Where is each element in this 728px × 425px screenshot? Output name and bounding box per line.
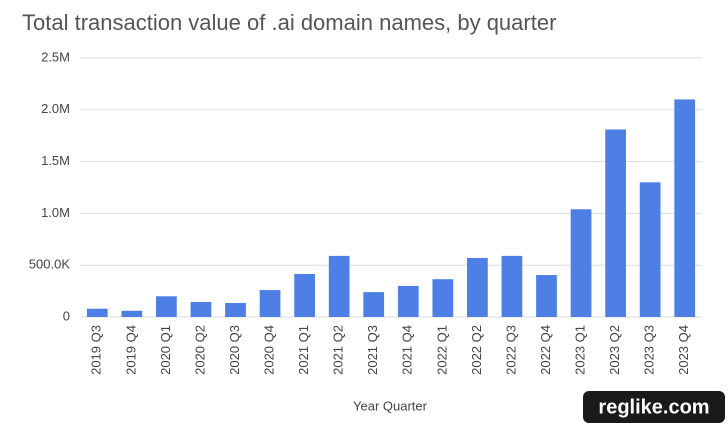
y-tick-label: 2.5M [41,49,70,64]
x-tick-label: 2023 Q3 [642,325,657,375]
x-tick-label: 2022 Q4 [538,325,553,375]
y-tick-label: 1.0M [41,205,70,220]
x-tick-label: 2023 Q1 [572,325,587,375]
bar [259,290,281,317]
x-tick-label: 2020 Q3 [227,325,242,375]
bar [328,255,350,317]
x-tick-label: 2021 Q4 [400,325,415,375]
x-tick-label: 2020 Q1 [158,325,173,375]
bar [363,292,385,317]
x-tick-label: 2019 Q4 [123,325,138,375]
watermark-box [583,391,725,423]
x-tick-label: 2020 Q2 [192,325,207,375]
x-tick-label: 2022 Q3 [503,325,518,375]
x-axis-label: Year Quarter [353,398,428,413]
bar [674,99,696,317]
bar [605,129,626,317]
chart-title: Total transaction value of .ai domain na… [22,10,556,35]
y-tick-label: 500.0K [29,257,71,272]
bar [294,274,315,317]
x-tick-label: 2020 Q4 [261,325,276,375]
bar [156,296,177,317]
x-tick-label: 2021 Q3 [365,325,380,375]
bar [190,301,212,317]
bar [570,209,592,317]
x-tick-label: 2023 Q4 [676,325,691,375]
bar [536,275,557,317]
x-tick-label: 2022 Q2 [469,325,484,375]
bar [397,285,419,317]
bar [121,310,143,317]
y-tick-label: 1.5M [41,153,70,168]
bar [501,255,523,317]
x-tick-label: 2021 Q2 [331,325,346,375]
y-tick-label: 0 [63,308,70,323]
bar [467,257,488,317]
bar [639,182,661,317]
x-tick-label: 2021 Q1 [296,325,311,375]
y-tick-label: 2.0M [41,101,70,116]
watermark: reglike.com [598,396,709,418]
x-tick-label: 2023 Q2 [607,325,622,375]
bar [432,279,454,317]
x-tick-label: 2019 Q3 [89,325,104,375]
bar [86,308,108,317]
bar [225,303,246,317]
x-tick-label: 2022 Q1 [434,325,449,375]
